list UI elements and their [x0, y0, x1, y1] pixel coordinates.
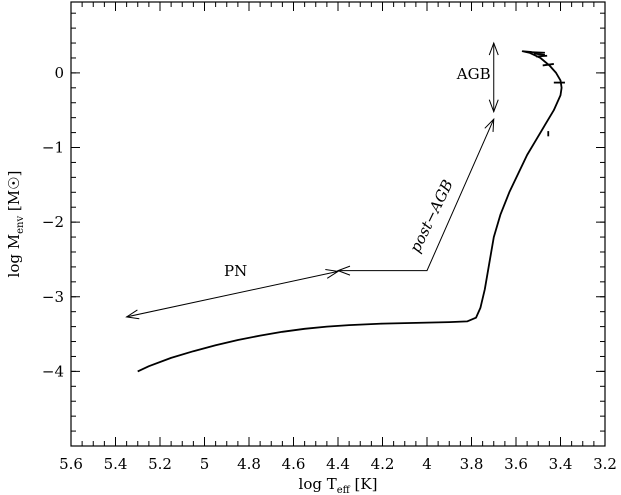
x-tick-label: 5.4 — [104, 455, 128, 473]
arrowhead — [125, 309, 140, 320]
y-tick-label: 0 — [54, 64, 64, 82]
y-tick-labels: 0 −1 −2 −3 −4 — [42, 64, 64, 380]
x-tick-label: 5 — [200, 455, 210, 473]
x-tick-label: 4.8 — [237, 455, 261, 473]
arrowhead — [488, 99, 499, 114]
annotation-arrow-line — [338, 118, 495, 272]
x-tick-label: 5.2 — [148, 455, 172, 473]
x-tick-label: 4.6 — [282, 455, 306, 473]
annotation-label: AGB — [456, 65, 491, 83]
x-tick-label: 3.2 — [593, 455, 617, 473]
y-axis-label-sub: env — [15, 216, 26, 234]
x-tick-label: 3.4 — [549, 455, 573, 473]
y-tick-label: −1 — [42, 139, 64, 157]
y-axis-label-main: log M — [5, 234, 23, 278]
x-tick-label: 4.4 — [326, 455, 350, 473]
y-axis-label-close: ] — [5, 171, 23, 177]
series-loop-segment — [535, 54, 548, 58]
y-axis-label: log Menv [M☉] — [5, 171, 26, 278]
series-line — [137, 50, 563, 373]
annotation-arrow-line — [126, 270, 339, 318]
y-axis-label-unit: [M — [5, 190, 23, 216]
x-tick-label: 3.6 — [504, 455, 528, 473]
x-tick-label: 3.8 — [460, 455, 484, 473]
y-tick-label: −4 — [42, 362, 64, 380]
sun-symbol: ☉ — [5, 176, 23, 189]
arrowhead — [484, 117, 495, 132]
x-axis-label-unit: [K] — [350, 475, 378, 493]
arrowhead — [488, 41, 499, 56]
x-tick-labels: 5.6 5.4 5.2 5 4.8 4.6 4.4 4.2 4 3.8 3.6 3.4 3.2 — [59, 455, 617, 473]
series-loop-segment — [533, 52, 546, 56]
annotation-label: post−AGB — [406, 177, 457, 256]
x-tick-label: 4.2 — [371, 455, 395, 473]
x-tick-label: 4 — [422, 455, 432, 473]
series-loop-segment — [527, 51, 545, 54]
y-tick-label: −2 — [42, 213, 64, 231]
annotation-label: PN — [224, 262, 247, 280]
series-loop-segment — [542, 63, 554, 67]
plot-frame — [70, 1, 606, 447]
annotations-layer: AGB post−AGB PN — [125, 41, 499, 320]
series-layer — [137, 50, 565, 373]
axis-ticks — [70, 2, 606, 447]
x-axis-label-main: log T — [299, 475, 337, 493]
x-axis-label-sub: eff — [337, 485, 351, 495]
x-tick-label: 5.6 — [59, 455, 83, 473]
arrowhead — [325, 269, 340, 279]
x-axis-label: log Teff [K] — [299, 475, 378, 495]
arrowhead — [336, 265, 351, 276]
y-tick-label: −3 — [42, 288, 64, 306]
